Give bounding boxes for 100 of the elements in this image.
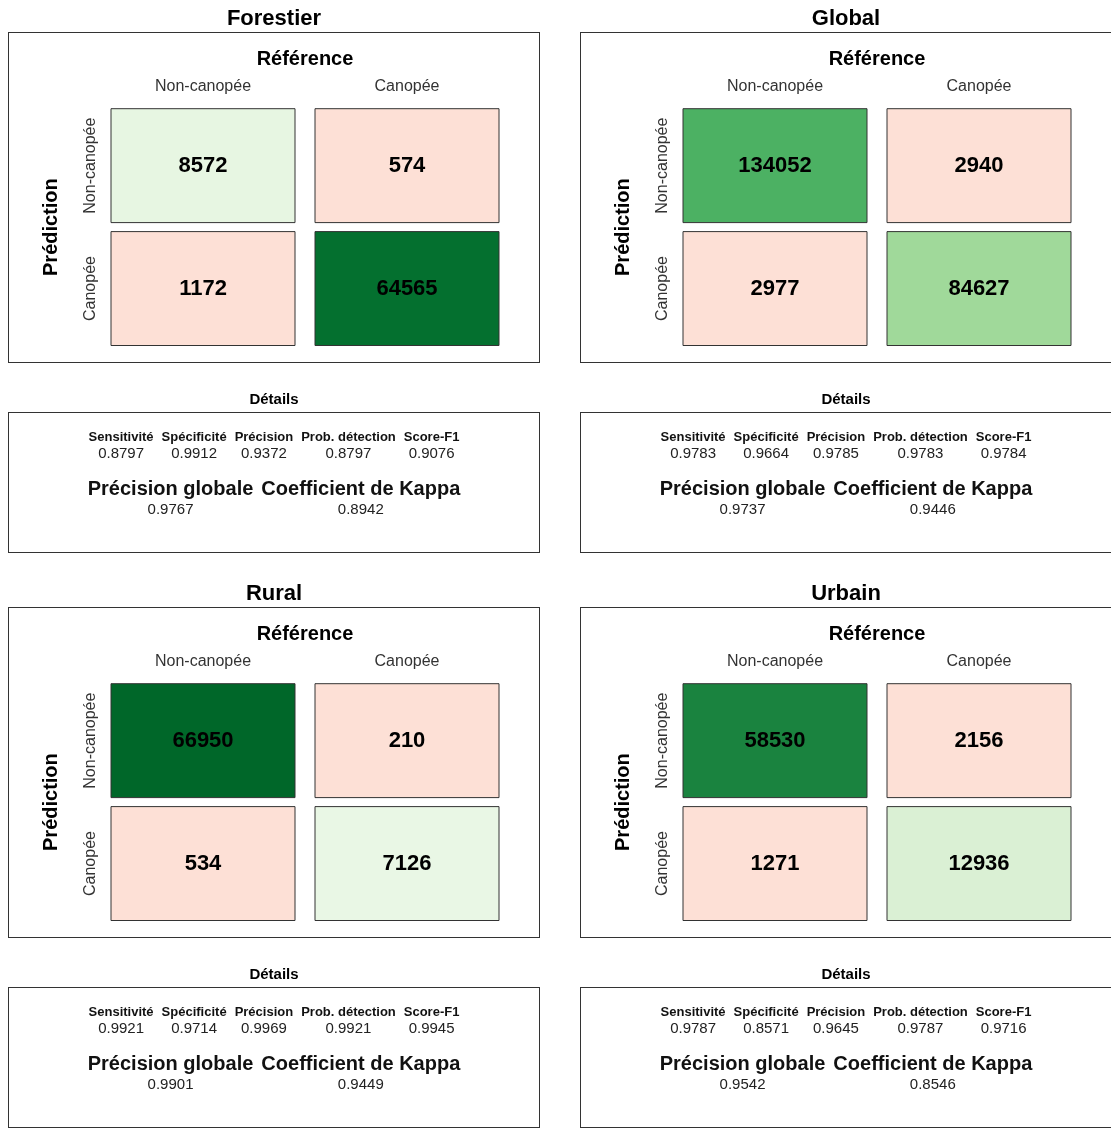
- category-label: Précision: [806, 429, 866, 444]
- data-label: 0.9449: [336, 1075, 385, 1092]
- data-label: 0.8942: [336, 500, 385, 517]
- data-label: 0.9716: [979, 1019, 1028, 1036]
- category-label: Précision: [806, 1004, 866, 1019]
- data-label: 66950: [172, 726, 234, 752]
- category-label: Score-F1: [975, 429, 1032, 444]
- category-label: Spécificité: [161, 1004, 227, 1019]
- category-label: Précision globale: [87, 477, 254, 500]
- data-label: 58530: [744, 726, 806, 752]
- category-label: Prob. détection: [301, 1004, 396, 1019]
- data-label: 1271: [750, 849, 800, 875]
- data-label: 2977: [750, 274, 800, 300]
- x-tick-label: Non-canopée: [154, 652, 252, 670]
- data-label: 8572: [178, 151, 228, 177]
- y-axis-title: Prédiction: [38, 753, 61, 851]
- data-label: 1172: [179, 274, 227, 300]
- chart-title: Urbain: [810, 579, 882, 607]
- category-label: Prob. détection: [873, 1004, 968, 1019]
- y-tick-label: Canopée: [81, 255, 99, 322]
- x-axis-title: Référence: [828, 46, 926, 69]
- data-label: 0.9783: [669, 444, 717, 461]
- x-tick-label: Non-canopée: [726, 652, 824, 670]
- y-tick-label: Canopée: [653, 830, 671, 897]
- data-label: 0.8797: [324, 444, 373, 461]
- category-label: Score-F1: [403, 429, 460, 444]
- data-label: 0.9921: [324, 1019, 373, 1036]
- category-label: Précision globale: [659, 1052, 826, 1075]
- data-label: 0.9372: [239, 444, 288, 461]
- category-label: Sensitivité: [88, 429, 154, 444]
- x-tick-label: Canopée: [374, 652, 440, 670]
- data-label: 0.9446: [908, 500, 957, 517]
- category-label: Précision globale: [87, 1052, 254, 1075]
- data-label: 2156: [954, 726, 1004, 752]
- category-label: Sensitivité: [88, 1004, 154, 1019]
- category-label: Score-F1: [975, 1004, 1032, 1019]
- category-label: Précision: [234, 1004, 294, 1019]
- data-label: 0.9783: [896, 444, 945, 461]
- data-label: 574: [388, 151, 427, 177]
- text: Détails: [248, 964, 300, 984]
- category-label: Spécificité: [161, 429, 227, 444]
- chart-title: Global: [810, 4, 882, 32]
- x-tick-label: Canopée: [374, 77, 440, 95]
- chart-title: Forestier: [225, 4, 323, 32]
- data-label: 134052: [738, 151, 812, 177]
- text: Détails: [820, 964, 872, 984]
- x-tick-label: Non-canopée: [154, 77, 252, 95]
- category-label: Coefficient de Kappa: [833, 477, 1033, 500]
- data-label: 0.9714: [170, 1019, 219, 1036]
- data-label: 0.9921: [97, 1019, 145, 1036]
- text: Détails: [248, 389, 300, 409]
- data-label: 0.9969: [239, 1019, 288, 1036]
- data-label: 7126: [382, 849, 432, 875]
- data-label: 0.9076: [407, 444, 456, 461]
- category-label: Sensitivité: [660, 429, 726, 444]
- data-label: 84627: [948, 274, 1010, 300]
- data-label: 0.9645: [811, 1019, 860, 1036]
- data-label: 64565: [376, 274, 438, 300]
- data-label: 0.9901: [146, 1075, 195, 1092]
- data-label: 0.9664: [742, 444, 791, 461]
- x-tick-label: Canopée: [946, 77, 1012, 95]
- category-label: Prob. détection: [301, 429, 396, 444]
- text: Détails: [820, 389, 872, 409]
- data-label: 0.8797: [97, 444, 145, 461]
- category-label: Spécificité: [733, 1004, 799, 1019]
- data-label: 0.9767: [146, 500, 195, 517]
- category-label: Sensitivité: [660, 1004, 726, 1019]
- category-label: Spécificité: [733, 429, 799, 444]
- category-label: Précision: [234, 429, 294, 444]
- data-label: 2940: [954, 151, 1004, 177]
- category-label: Coefficient de Kappa: [833, 1052, 1033, 1075]
- data-label: 0.9945: [407, 1019, 456, 1036]
- data-label: 0.9787: [669, 1019, 717, 1036]
- y-axis-title: Prédiction: [38, 178, 61, 276]
- category-label: Score-F1: [403, 1004, 460, 1019]
- data-label: 534: [184, 849, 223, 875]
- chart-title: Rural: [244, 579, 304, 607]
- data-label: 0.9787: [896, 1019, 945, 1036]
- data-label: 0.9784: [979, 444, 1028, 461]
- data-label: 0.9785: [811, 444, 860, 461]
- data-label: 0.8546: [908, 1075, 957, 1092]
- x-axis-title: Référence: [256, 621, 354, 644]
- x-axis-title: Référence: [828, 621, 926, 644]
- data-label: 210: [388, 726, 426, 752]
- data-label: 0.9542: [718, 1075, 767, 1092]
- y-axis-title: Prédiction: [610, 753, 633, 851]
- y-tick-label: Canopée: [653, 255, 671, 322]
- y-tick-label: Canopée: [81, 830, 99, 897]
- data-label: 0.8571: [742, 1019, 791, 1036]
- y-axis-title: Prédiction: [610, 178, 633, 276]
- category-label: Coefficient de Kappa: [261, 477, 461, 500]
- data-label: 0.9737: [718, 500, 767, 517]
- data-label: 12936: [948, 849, 1010, 875]
- data-label: 0.9912: [170, 444, 219, 461]
- x-tick-label: Canopée: [946, 652, 1012, 670]
- category-label: Coefficient de Kappa: [261, 1052, 461, 1075]
- x-axis-title: Référence: [256, 46, 354, 69]
- category-label: Prob. détection: [873, 429, 968, 444]
- x-tick-label: Non-canopée: [726, 77, 824, 95]
- category-label: Précision globale: [659, 477, 826, 500]
